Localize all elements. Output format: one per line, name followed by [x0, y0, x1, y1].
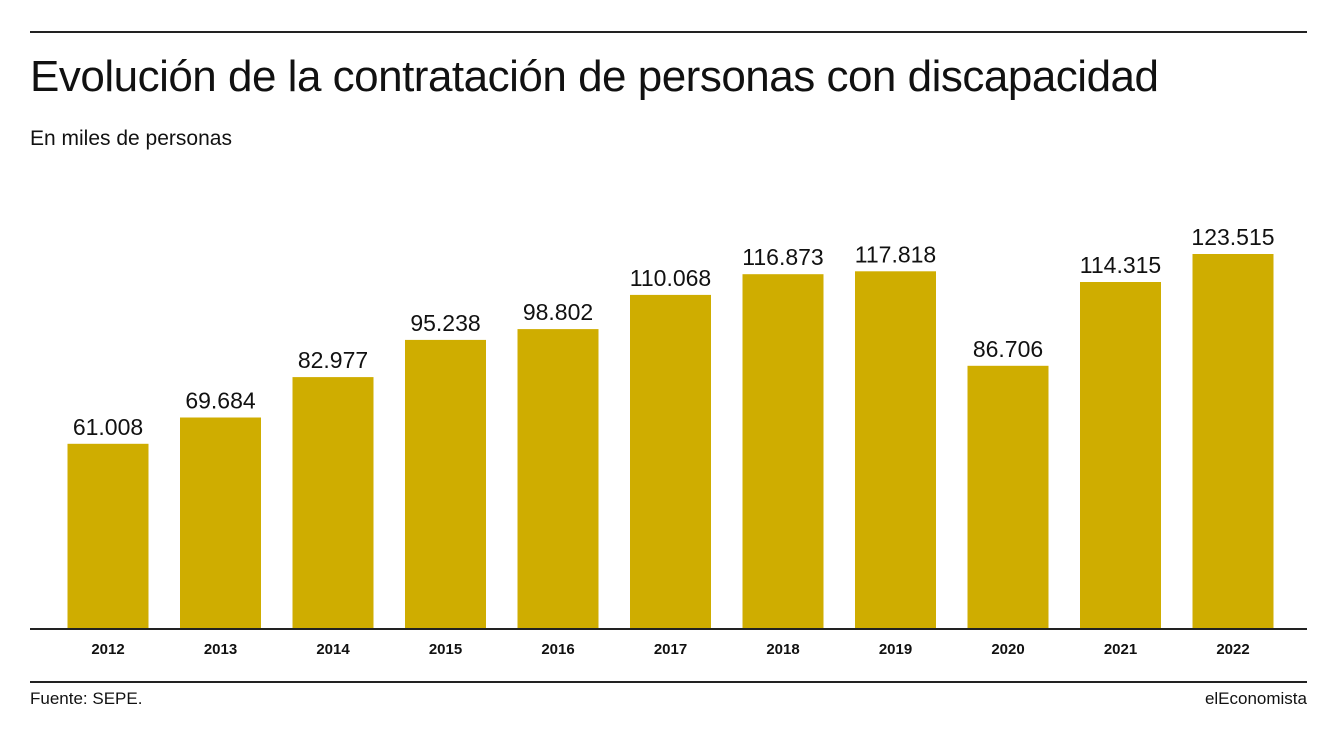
bar-2018	[742, 274, 824, 629]
chart-title: Evolución de la contratación de personas…	[30, 52, 1159, 101]
chart-subtitle: En miles de personas	[30, 127, 232, 150]
data-label-2018: 116.873	[742, 244, 823, 270]
x-tick-label-2016: 2016	[541, 641, 574, 658]
x-tick-label-2018: 2018	[766, 641, 799, 658]
bar-2016	[517, 329, 599, 629]
top-rule	[30, 31, 1307, 33]
data-label-2021: 114.315	[1080, 252, 1161, 278]
data-label-2019: 117.818	[855, 241, 936, 267]
x-tick-label-2014: 2014	[316, 641, 350, 658]
x-tick-label-2013: 2013	[204, 641, 237, 658]
x-tick-label-2012: 2012	[91, 641, 124, 658]
bar-2019	[855, 271, 936, 629]
bottom-rule	[30, 681, 1307, 683]
bar-2017	[630, 294, 711, 629]
bar-2022	[1192, 254, 1274, 629]
data-label-2012: 61.008	[73, 414, 143, 440]
x-tick-label-2017: 2017	[654, 641, 687, 658]
x-tick-label-2020: 2020	[991, 641, 1024, 658]
bar-2012	[67, 443, 149, 629]
x-tick-label-2021: 2021	[1104, 641, 1137, 658]
bar-2020	[967, 365, 1049, 629]
data-label-2022: 123.515	[1191, 224, 1274, 250]
bar-2021	[1080, 282, 1161, 629]
x-tick-label-2022: 2022	[1216, 641, 1249, 658]
data-label-2020: 86.706	[973, 336, 1043, 362]
bar-2015	[405, 339, 486, 629]
x-tick-label-2019: 2019	[879, 641, 912, 658]
data-label-2017: 110.068	[630, 265, 711, 291]
data-label-2015: 95.238	[410, 310, 480, 336]
brand-logo-text: elEconomista	[1204, 689, 1307, 708]
data-label-2013: 69.684	[185, 388, 256, 414]
bar-chart: 61.008 2012 69.684 2013 82.977 2014 95.238 2015…	[30, 224, 1307, 658]
data-label-2016: 98.802	[523, 299, 593, 325]
x-tick-label-2015: 2015	[429, 641, 462, 658]
data-label-2014: 82.977	[298, 347, 368, 373]
source-note: Fuente: SEPE.	[30, 689, 143, 708]
bar-2014	[292, 377, 374, 629]
bar-2013	[180, 417, 261, 629]
